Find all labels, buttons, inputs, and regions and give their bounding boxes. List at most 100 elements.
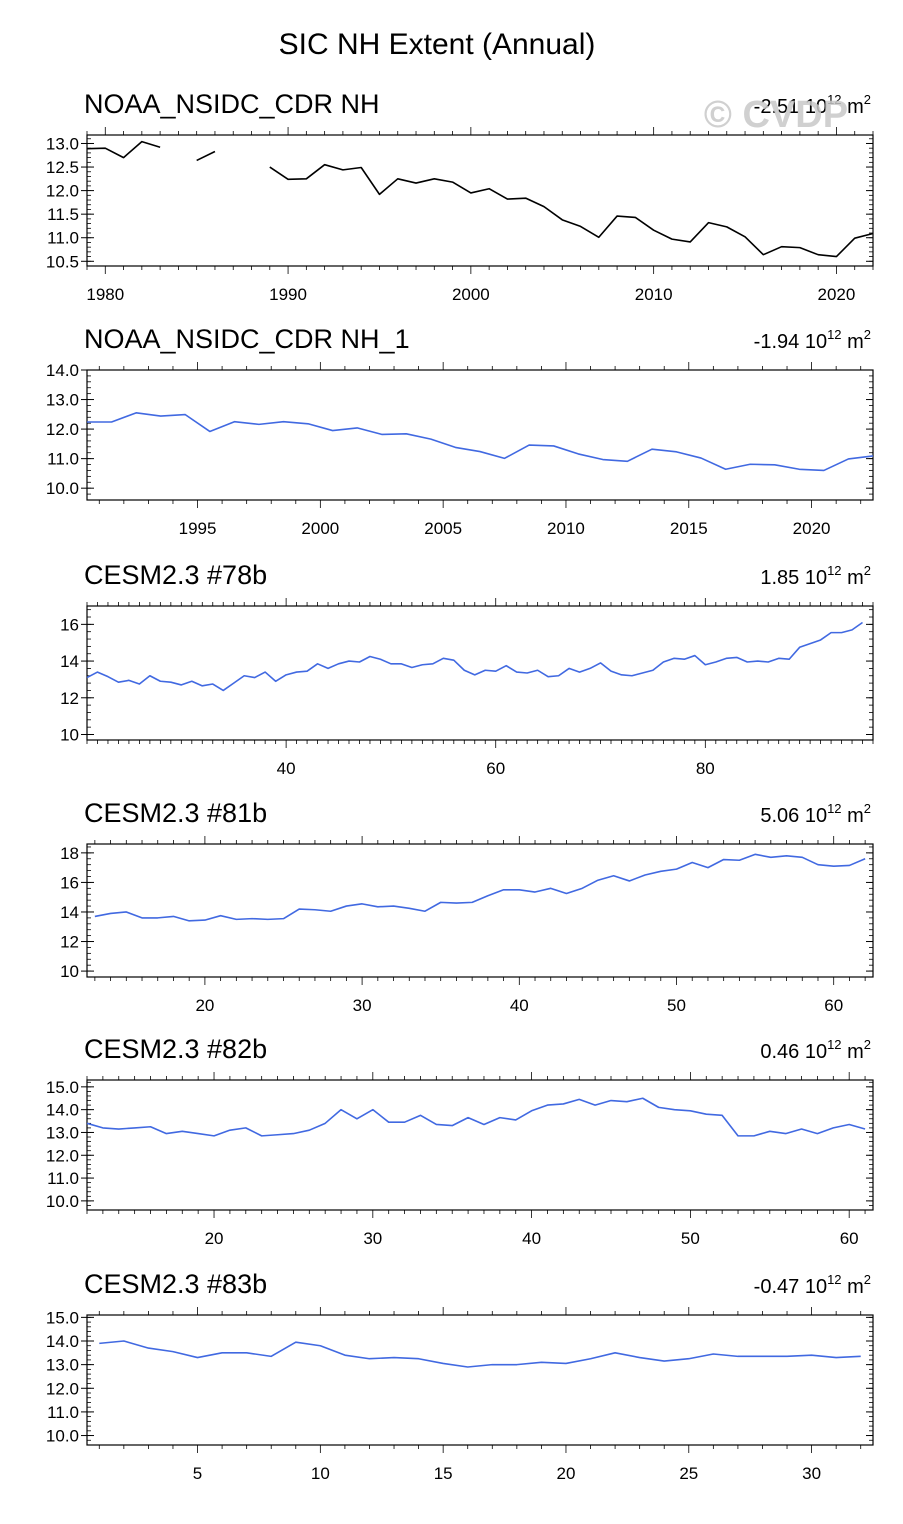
trend-units: 10 — [805, 1276, 827, 1298]
plot-frame — [86, 1314, 874, 1446]
panel-title: CESM2.3 #82b — [84, 1034, 267, 1064]
trend-label: -2.51 1012 m2 — [754, 92, 871, 118]
panel-1: NOAA_NSIDC_CDR NH -2.51 1012 m2 10.5 11.0 11… — [46, 89, 874, 304]
y-tick-label: 11.0 — [47, 450, 79, 469]
trend-value: 1.85 — [760, 567, 804, 589]
y-tick-label: 12.0 — [46, 1146, 79, 1165]
trend-suffix: m — [842, 96, 864, 118]
trend-units: 10 — [805, 805, 827, 827]
figure-title: SIC NH Extent (Annual) — [279, 28, 596, 61]
x-tick-label: 40 — [277, 759, 296, 778]
panel-2: NOAA_NSIDC_CDR NH_1 -1.94 1012 m2 10.0 11.0… — [46, 324, 874, 538]
x-tick-label: 1980 — [86, 285, 124, 304]
x-tick-label: 2010 — [635, 285, 673, 304]
x-tick-label: 80 — [696, 759, 715, 778]
y-tick-label: 11.0 — [47, 1169, 79, 1188]
y-tick-label: 10.0 — [46, 1427, 79, 1446]
trend-suffix-exponent: 2 — [864, 327, 871, 342]
trend-suffix-exponent: 2 — [864, 801, 871, 816]
trend-suffix-exponent: 2 — [864, 92, 871, 107]
y-tick-label: 15.0 — [46, 1308, 79, 1327]
panel-title: NOAA_NSIDC_CDR NH_1 — [84, 324, 410, 354]
y-tick-label: 10 — [60, 962, 79, 981]
y-tick-label: 11.5 — [47, 205, 79, 224]
x-tick-label: 2000 — [452, 285, 490, 304]
trend-units: 10 — [805, 96, 827, 118]
x-tick-label: 60 — [840, 1229, 859, 1248]
trend-label: -1.94 1012 m2 — [754, 327, 871, 353]
y-tick-label: 16 — [60, 873, 79, 892]
series-line — [86, 140, 874, 258]
trend-label: 1.85 1012 m2 — [760, 563, 871, 589]
x-tick-label: 30 — [353, 996, 372, 1015]
x-tick-label: 2020 — [793, 519, 831, 538]
panel-6: CESM2.3 #83b -0.47 1012 m210.011.012.013.… — [46, 1269, 874, 1483]
x-tick-label: 10 — [311, 1464, 330, 1483]
y-tick-label: 14.0 — [46, 1332, 79, 1351]
x-tick-label: 20 — [195, 996, 214, 1015]
y-tick-label: 12.5 — [46, 158, 79, 177]
trend-value: -1.94 — [754, 331, 805, 353]
x-tick-label: 20 — [205, 1229, 224, 1248]
plot-frame — [86, 369, 874, 501]
trend-label: 5.06 1012 m2 — [760, 801, 871, 827]
trend-units: 10 — [805, 331, 827, 353]
trend-value: -0.47 — [754, 1276, 805, 1298]
trend-exponent: 12 — [827, 801, 841, 816]
trend-label: -0.47 1012 m2 — [754, 1272, 871, 1298]
y-tick-label: 11.0 — [47, 229, 79, 248]
x-tick-label: 2010 — [547, 519, 585, 538]
x-tick-label: 1995 — [179, 519, 217, 538]
series-line — [99, 1340, 861, 1368]
trend-units: 10 — [805, 567, 827, 589]
y-tick-label: 14 — [60, 903, 79, 922]
y-tick-label: 12 — [60, 689, 79, 708]
trend-value: 5.06 — [760, 805, 804, 827]
x-tick-label: 25 — [679, 1464, 698, 1483]
panel-title: CESM2.3 #78b — [84, 560, 267, 590]
y-tick-label: 12.0 — [46, 420, 79, 439]
series-line — [87, 412, 874, 472]
x-tick-label: 2020 — [818, 285, 856, 304]
y-tick-label: 12.0 — [46, 1379, 79, 1398]
panel-title: CESM2.3 #83b — [84, 1269, 267, 1299]
trend-exponent: 12 — [827, 1272, 841, 1287]
panel-title: NOAA_NSIDC_CDR NH — [84, 89, 380, 119]
trend-exponent: 12 — [827, 327, 841, 342]
x-tick-label: 30 — [363, 1229, 382, 1248]
trend-suffix: m — [842, 567, 864, 589]
y-tick-label: 16 — [60, 615, 79, 634]
y-tick-label: 10 — [60, 725, 79, 744]
y-tick-label: 10.0 — [46, 479, 79, 498]
panel-5: CESM2.3 #82b 0.46 1012 m2 10.0 11.0 12.0 13.0… — [46, 1034, 874, 1248]
y-tick-label: 11.0 — [47, 1403, 79, 1422]
trend-suffix: m — [842, 805, 864, 827]
x-tick-label: 40 — [522, 1229, 541, 1248]
plot-frame — [86, 843, 874, 978]
x-tick-label: 60 — [824, 996, 843, 1015]
x-tick-label: 15 — [434, 1464, 453, 1483]
cvdp-watermark: © CVDP — [704, 94, 848, 136]
trend-suffix-exponent: 2 — [864, 563, 871, 578]
trend-value: 0.46 — [760, 1041, 804, 1063]
x-tick-label: 50 — [681, 1229, 700, 1248]
trend-suffix: m — [842, 1276, 864, 1298]
y-tick-label: 13.0 — [46, 1123, 79, 1142]
x-tick-label: 1990 — [269, 285, 307, 304]
x-tick-label: 2015 — [670, 519, 708, 538]
y-tick-label: 13.0 — [46, 134, 79, 153]
y-tick-label: 12 — [60, 933, 79, 952]
trend-suffix-exponent: 2 — [864, 1037, 871, 1052]
y-tick-label: 10.0 — [46, 1192, 79, 1211]
y-tick-label: 15.0 — [46, 1078, 79, 1097]
x-tick-label: 2000 — [301, 519, 339, 538]
plot-frame — [86, 1079, 874, 1211]
trend-exponent: 12 — [827, 1037, 841, 1052]
series-line — [86, 1097, 866, 1137]
trend-units: 10 — [805, 1041, 827, 1063]
trend-value: -2.51 — [754, 96, 805, 118]
trend-suffix-exponent: 2 — [864, 1272, 871, 1287]
x-tick-label: 20 — [557, 1464, 576, 1483]
